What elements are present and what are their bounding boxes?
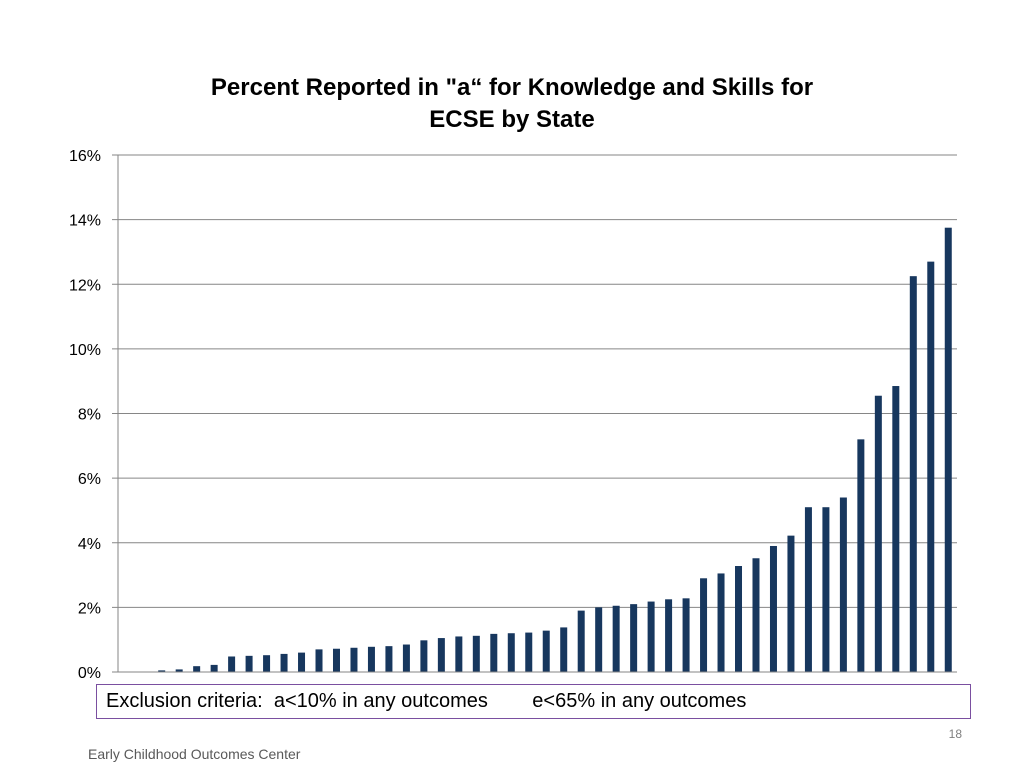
bars <box>158 227 952 673</box>
bar <box>298 652 306 672</box>
chart-title-line-2: ECSE by State <box>429 106 595 133</box>
bar <box>874 395 882 672</box>
bar <box>228 656 236 672</box>
bar <box>700 578 708 672</box>
bar <box>245 655 253 672</box>
chart-title: Percent Reported in "a“ for Knowledge an… <box>100 72 924 136</box>
bar <box>542 630 550 672</box>
bar <box>455 636 463 672</box>
bar <box>630 604 638 672</box>
bar <box>280 653 288 672</box>
bar <box>857 439 865 672</box>
bar <box>367 646 375 672</box>
bar <box>665 599 673 672</box>
y-tick-label: 10% <box>69 342 101 359</box>
page-number: 18 <box>948 727 962 741</box>
bar <box>402 644 410 672</box>
chart-title-line-1: Percent Reported in "a“ for Knowledge an… <box>210 74 814 101</box>
bar <box>350 647 358 672</box>
bar <box>612 605 620 672</box>
bar <box>158 670 166 672</box>
y-tick-label: 2% <box>78 600 101 617</box>
y-tick-label: 0% <box>78 665 101 682</box>
bar <box>315 649 323 672</box>
bar <box>787 535 795 672</box>
bar <box>420 640 428 672</box>
bar <box>909 276 917 672</box>
bar <box>507 633 515 672</box>
bar <box>682 598 690 672</box>
footer-text: Early Childhood Outcomes Center <box>88 746 301 762</box>
y-tick-label: 12% <box>69 277 101 294</box>
bar <box>472 635 480 672</box>
bar <box>263 655 271 672</box>
bar <box>437 638 445 672</box>
y-axis-ticks: 0% 2% 4% 6% 8% 10% 12% 14% 16% <box>69 148 118 682</box>
bar <box>944 227 952 672</box>
bar <box>927 261 935 672</box>
bar <box>560 627 568 672</box>
bar <box>822 507 830 672</box>
y-tick-label: 4% <box>78 536 101 553</box>
bar <box>525 632 533 672</box>
gridlines <box>118 154 957 608</box>
bar <box>193 666 201 672</box>
bar <box>839 497 847 672</box>
bar <box>385 646 393 672</box>
bar <box>804 507 812 672</box>
bar <box>769 545 777 672</box>
bar <box>717 573 725 672</box>
bar <box>577 610 585 672</box>
bar <box>752 558 760 672</box>
bar <box>735 566 743 672</box>
bar <box>210 664 218 672</box>
y-tick-label: 6% <box>78 471 101 488</box>
bar <box>595 607 603 673</box>
y-tick-label: 8% <box>78 407 101 424</box>
bar <box>490 633 498 672</box>
bar <box>332 648 340 672</box>
bar <box>647 601 655 672</box>
bar <box>175 669 183 672</box>
y-tick-label: 14% <box>69 213 101 230</box>
y-tick-label: 16% <box>69 148 101 165</box>
exclusion-criteria-box: Exclusion criteria: a<10% in any outcome… <box>96 684 971 719</box>
bar <box>892 386 900 672</box>
